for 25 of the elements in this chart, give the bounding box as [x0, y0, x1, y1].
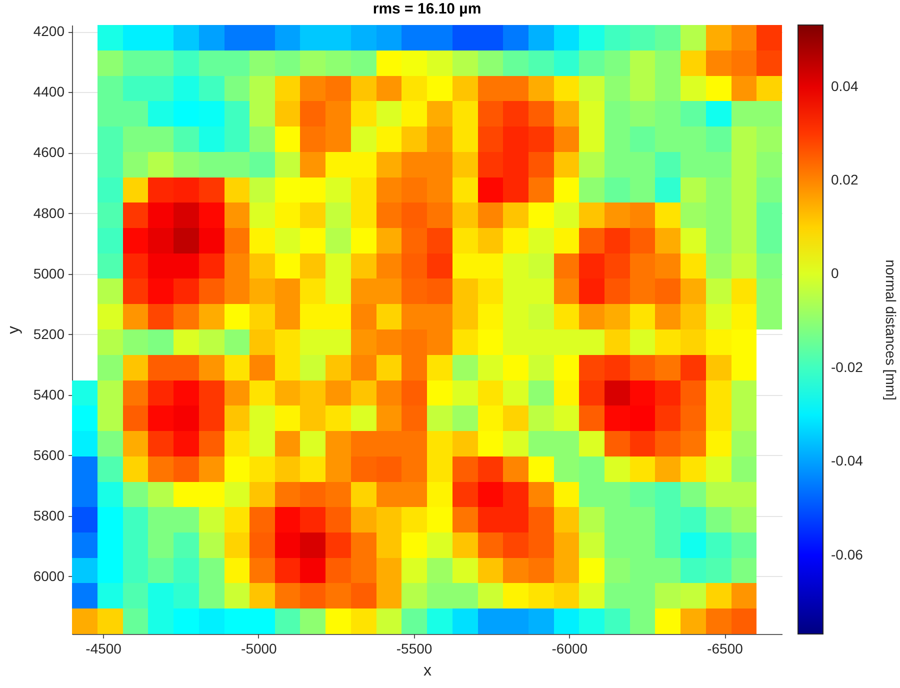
x-tick-label: -6000	[552, 640, 588, 656]
y-tick-label: 5200	[33, 326, 65, 342]
chart-title: rms = 16.10 µm	[372, 0, 482, 18]
y-tick-label: 5400	[33, 386, 65, 402]
y-tick-label: 4600	[33, 144, 65, 160]
x-axis-title: x	[424, 662, 432, 680]
y-tick-label: 4400	[33, 84, 65, 100]
y-tick-label: 6000	[33, 568, 65, 584]
x-tick-label: -5000	[241, 640, 278, 656]
color-bar-label: -0.04	[831, 452, 864, 469]
color-bar-label: 0.04	[831, 78, 858, 94]
color-bar-label: 0	[831, 265, 839, 282]
x-tick-label: -5500	[396, 640, 432, 656]
x-tick-label: -6500	[707, 640, 744, 656]
color-bar-label: 0.02	[831, 172, 858, 188]
y-axis-title: y	[5, 326, 22, 334]
y-tick-label: 5800	[33, 507, 65, 524]
y-tick-label: 5600	[33, 446, 65, 463]
color-bar-title: normal distances [mm]	[883, 260, 899, 400]
x-tick-label: -4500	[86, 640, 122, 656]
color-bar-label: -0.06	[831, 546, 864, 562]
color-bar-label: -0.02	[831, 358, 864, 375]
y-tick-label: 5000	[33, 265, 65, 282]
y-tick-label: 4200	[33, 23, 65, 40]
y-tick-label: 4800	[33, 204, 65, 221]
